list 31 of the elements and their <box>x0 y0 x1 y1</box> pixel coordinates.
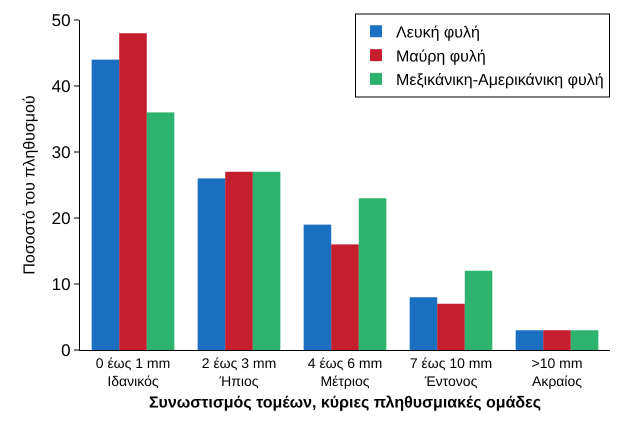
y-tick-label: 0 <box>61 340 71 360</box>
x-tick-label: 4 έως 6 mm Μέτριος <box>308 354 382 389</box>
x-tick-label: 2 έως 3 mm Ήπιος <box>202 354 276 389</box>
bar <box>516 330 544 350</box>
y-tick-label: 20 <box>52 208 71 228</box>
bar <box>358 198 386 350</box>
y-tick-label: 40 <box>52 76 71 96</box>
bar <box>146 112 174 350</box>
bar <box>92 60 120 350</box>
legend-label: Μεξικάνικη-Αμερικάνικη φυλή <box>396 72 604 90</box>
bar <box>304 224 332 350</box>
bar <box>119 33 147 350</box>
bar <box>410 297 438 350</box>
x-tick-label: >10 mm Ακραίος <box>532 354 582 389</box>
bar <box>198 178 226 350</box>
legend-label: Λευκή φυλή <box>396 24 480 42</box>
y-tick-label: 50 <box>52 10 71 30</box>
x-axis-title: Συνωστισμός τομέων, κύριες πληθυσμιακές ομάδες <box>148 394 542 412</box>
legend-label: Μαύρη φυλή <box>396 48 486 66</box>
x-tick-label: 7 έως 10 mm Έντονος <box>410 354 492 389</box>
y-tick-label: 30 <box>52 142 71 162</box>
bar <box>225 172 253 350</box>
y-tick-label: 10 <box>52 274 71 294</box>
y-axis-title: Ποσοστό του πληθυσμού <box>22 95 39 275</box>
bar <box>437 304 465 350</box>
bar <box>331 244 359 350</box>
bar <box>252 172 280 350</box>
x-tick-label: 0 έως 1 mm Ιδανικός <box>96 354 170 389</box>
bar <box>464 270 492 350</box>
bar <box>543 330 571 350</box>
bar <box>570 330 598 350</box>
